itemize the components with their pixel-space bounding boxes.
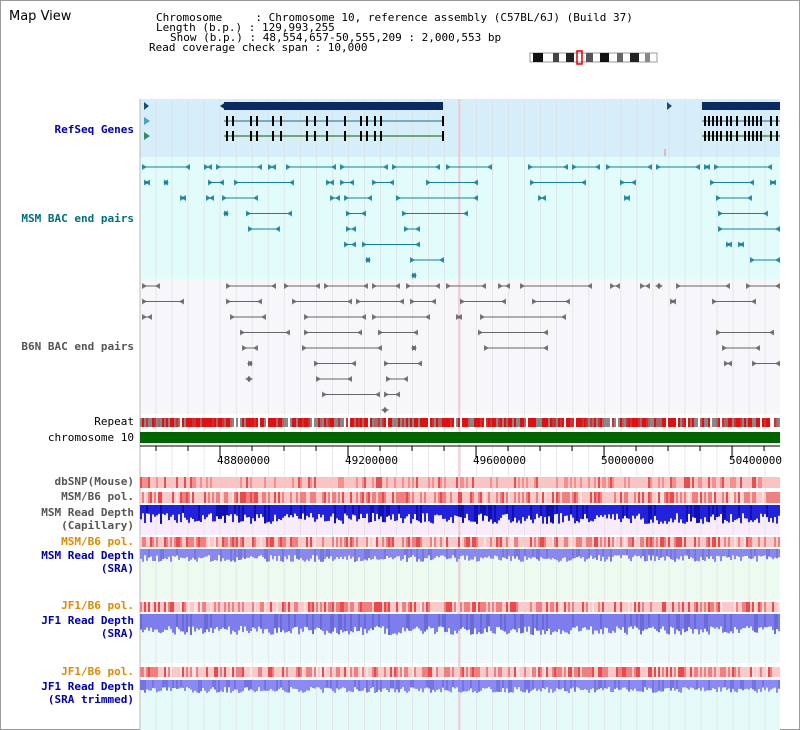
track-label-msm-depth-sra-sub: (SRA) xyxy=(100,562,134,575)
refseq-genes[interactable] xyxy=(144,102,780,156)
tick-label: 49200000 xyxy=(345,454,398,467)
msm-depth-capillary-bars[interactable] xyxy=(140,505,780,524)
msm-bac-track-bg xyxy=(140,157,780,279)
page-title: Map View xyxy=(9,9,72,24)
track-label-repeat: Repeat xyxy=(94,415,134,428)
track-label-refseq[interactable]: RefSeq Genes xyxy=(54,123,134,136)
track-label-jf1-depth-trim[interactable]: JF1 Read Depth xyxy=(41,680,134,693)
axis-ticks xyxy=(155,446,765,458)
tick-label: 50000000 xyxy=(601,454,654,467)
track-label-msm-depth-cap-sub: (Capillary) xyxy=(61,519,134,532)
length-info: Length (b.p.) : 129,993,255 xyxy=(156,21,335,34)
track-label-jf1-depth-sra[interactable]: JF1 Read Depth xyxy=(41,614,134,627)
jf1-b6-pol-strip-2[interactable] xyxy=(140,667,780,677)
msm-b6-pol-strip[interactable] xyxy=(140,492,780,503)
track-label-msm-bac[interactable]: MSM BAC end pairs xyxy=(21,212,134,225)
track-label-msm-depth-cap[interactable]: MSM Read Depth xyxy=(41,506,134,519)
track-label-msm-depth-sra[interactable]: MSM Read Depth xyxy=(41,549,134,562)
track-label-jf1-depth-sra-sub: (SRA) xyxy=(100,627,134,640)
track-label-chromosome: chromosome 10 xyxy=(47,431,134,444)
track-label-jf1-depth-trim-sub: (SRA trimmed) xyxy=(47,693,134,706)
dbsnp-strip[interactable] xyxy=(140,477,780,488)
tick-label: 50400000 xyxy=(729,454,782,467)
msm-depth-sra-bars[interactable] xyxy=(140,549,780,562)
chromosome-info: Chromosome : Chromosome 10, reference as… xyxy=(156,11,633,24)
show-range-info: Show (b.p.) : 48,554,657-50,555,209 : 2,… xyxy=(170,31,502,44)
chromosome-bar[interactable] xyxy=(140,432,780,443)
jf1-b6-pol-strip[interactable] xyxy=(140,602,780,612)
jf1-depth-sra-bars[interactable] xyxy=(140,614,780,635)
msm-b6-pol-strip-2[interactable] xyxy=(140,537,780,547)
track-label-jf1-b6-pol-2[interactable]: JF1/B6 pol. xyxy=(61,665,134,678)
msm-bac-end-pairs[interactable] xyxy=(142,164,780,279)
chromosome-ideogram[interactable] xyxy=(529,50,658,65)
track-label-jf1-b6-pol[interactable]: JF1/B6 pol. xyxy=(61,599,134,612)
tick-label: 48800000 xyxy=(217,454,270,467)
track-label-msm-b6-pol[interactable]: MSM/B6 pol. xyxy=(61,490,134,503)
tick-label: 49600000 xyxy=(473,454,526,467)
b6n-bac-end-pairs[interactable] xyxy=(142,283,780,413)
track-label-msm-b6-pol-2[interactable]: MSM/B6 pol. xyxy=(61,535,134,548)
track-label-dbsnp[interactable]: dbSNP(Mouse) xyxy=(54,475,134,488)
repeat-track[interactable] xyxy=(140,418,780,427)
track-label-b6n-bac[interactable]: B6N BAC end pairs xyxy=(21,340,134,353)
jf1-depth-trim-bars[interactable] xyxy=(140,680,780,693)
coverage-span-info: Read coverage check span : 10,000 xyxy=(149,41,368,54)
